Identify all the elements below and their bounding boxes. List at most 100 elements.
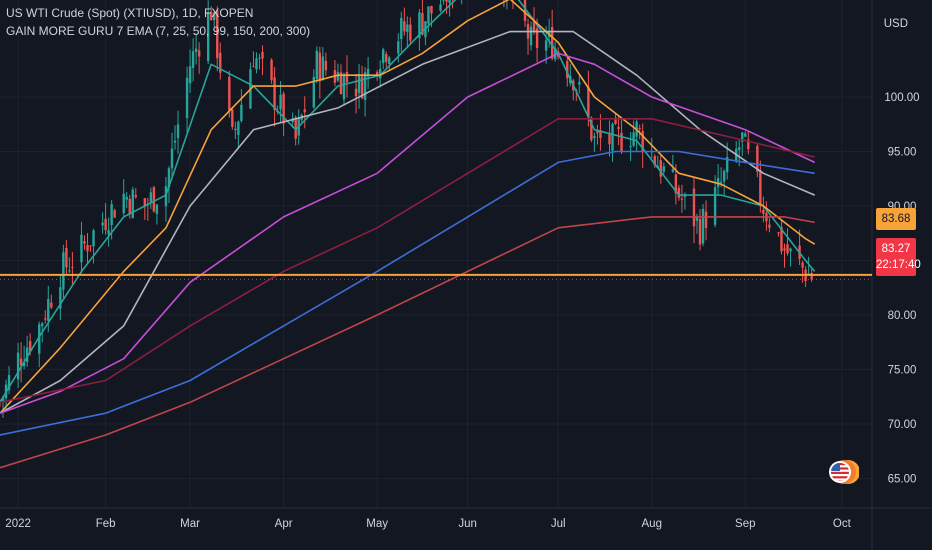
candle-down — [747, 139, 750, 150]
candle-up — [155, 204, 159, 215]
candle-down — [143, 198, 147, 207]
candle-down — [445, 0, 448, 2]
candle-up — [312, 76, 315, 108]
candle-up — [342, 74, 346, 100]
time-tick-label: Jun — [458, 518, 477, 530]
time-tick-label: Mar — [180, 518, 200, 530]
candle-up — [427, 6, 430, 24]
candle-up — [122, 193, 125, 214]
candle-down — [768, 224, 771, 228]
candle-down — [339, 72, 343, 95]
candle-down — [50, 302, 53, 308]
candle-up — [173, 140, 177, 143]
candle-up — [400, 17, 403, 40]
candle-up — [170, 148, 174, 169]
countdown-timer: 22:17:40 — [876, 259, 921, 271]
candle-up — [725, 156, 729, 173]
candle-down — [89, 245, 92, 247]
candle-down — [620, 132, 623, 152]
time-tick-label: Apr — [275, 518, 293, 530]
price-tick-label: 80.00 — [888, 310, 917, 322]
candle-up — [629, 146, 632, 148]
candle-down — [210, 11, 213, 21]
candle-up — [741, 132, 744, 142]
candle-down — [403, 21, 406, 32]
candle-up — [237, 121, 240, 135]
candlestick-series — [0, 0, 813, 418]
candle-up — [701, 208, 705, 244]
candle-down — [532, 20, 536, 32]
candle-up — [336, 72, 340, 81]
candle-up — [194, 48, 198, 52]
candle-up — [722, 170, 726, 182]
candle-down — [409, 24, 412, 41]
ema-value-badge: 83.68 — [876, 208, 916, 230]
legend-indicator-row[interactable]: GAIN MORE GURU 7 EMA (7, 25, 50, 99, 150… — [6, 22, 310, 40]
candle-down — [801, 262, 804, 268]
candle-up — [397, 41, 400, 54]
candle-down — [71, 266, 74, 268]
candle-down — [523, 0, 527, 21]
candle-up — [62, 252, 65, 290]
candle-down — [273, 77, 276, 110]
candle-down — [659, 160, 662, 177]
candle-up — [418, 12, 421, 39]
candle-up — [279, 94, 282, 110]
candle-down — [777, 232, 780, 234]
candle-down — [704, 211, 708, 228]
candle-down — [674, 174, 678, 194]
candle-down — [608, 133, 611, 145]
legend-symbol-row[interactable]: US WTI Crude (Spot) (XTIUSD), 1D, FXOPEN — [6, 4, 310, 22]
candle-down — [653, 156, 656, 165]
candle-down — [197, 50, 201, 57]
candle-down — [587, 86, 590, 118]
candle-up — [315, 50, 319, 80]
ema-line-3 — [0, 30, 816, 414]
candle-up — [110, 204, 113, 226]
candle-down — [641, 130, 644, 153]
candle-up — [164, 186, 168, 207]
candle-down — [780, 226, 783, 252]
time-tick-label: 2022 — [5, 518, 31, 530]
candle-down — [786, 244, 789, 254]
currency-label: USD — [883, 18, 908, 30]
candle-up — [695, 216, 699, 221]
candle-up — [439, 4, 442, 11]
candle-down — [345, 71, 349, 83]
candle-up — [381, 49, 385, 64]
candle-down — [550, 27, 554, 59]
events-flag-icon[interactable] — [829, 457, 859, 487]
candle-down — [134, 195, 137, 198]
candle-up — [662, 166, 666, 172]
candle-down — [152, 187, 156, 212]
candle-up — [47, 298, 50, 321]
candle-down — [303, 109, 306, 113]
candle-down — [44, 318, 47, 320]
candle-down — [86, 245, 89, 252]
candle-up — [7, 374, 11, 391]
last-price-badge: 83.27 22:17:40 — [876, 238, 921, 276]
candle-down — [65, 248, 68, 268]
candle-up — [59, 287, 62, 309]
candle-up — [22, 362, 26, 367]
candle-up — [255, 58, 258, 70]
candle-up — [363, 72, 367, 100]
candle-up — [234, 128, 237, 131]
candle-up — [258, 57, 261, 59]
candle-up — [16, 352, 20, 380]
legend-symbol: US WTI Crude (Spot) (XTIUSD), 1D, FXOPEN — [6, 6, 254, 20]
candle-down — [596, 130, 599, 134]
candle-up — [388, 57, 391, 65]
candle-up — [406, 24, 409, 33]
ema-lines — [0, 0, 816, 469]
candle-up — [366, 68, 370, 77]
candle-down — [756, 145, 759, 172]
candle-down — [324, 60, 328, 71]
time-axis-labels: 2022 Feb Mar Apr May Jun Jul Aug Sep Oct — [5, 518, 851, 530]
candle-down — [19, 358, 23, 366]
candle-up — [632, 132, 635, 146]
candle-down — [430, 5, 433, 14]
candle-down — [83, 240, 86, 244]
candle-up — [1, 396, 5, 403]
